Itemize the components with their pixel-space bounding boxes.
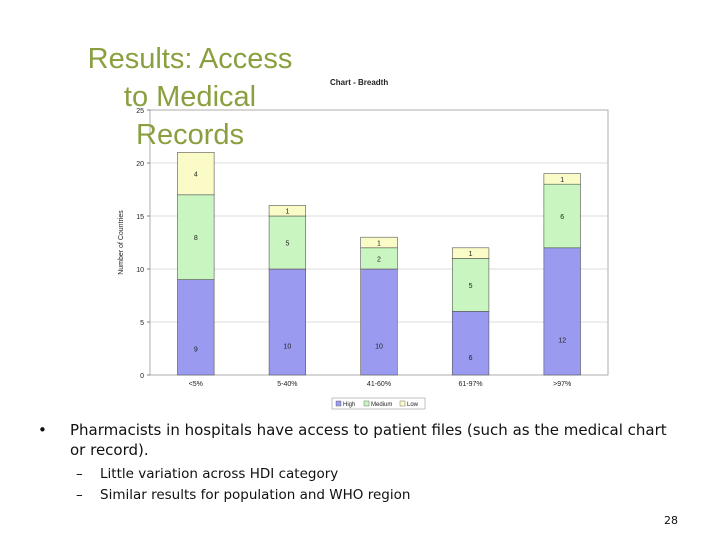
data-label: 5 — [469, 283, 473, 290]
slide-title-line-3: Records — [136, 119, 244, 151]
bar-segment — [177, 279, 215, 376]
data-label: 1 — [469, 251, 473, 258]
bullet-item: • Pharmacists in hospitals have access t… — [38, 420, 678, 460]
bar-segment — [543, 247, 581, 376]
bar-segment — [177, 152, 215, 196]
legend-label: Low — [407, 402, 419, 408]
bullet-list: • Pharmacists in hospitals have access t… — [38, 420, 678, 506]
data-label: 1 — [377, 241, 381, 248]
legend-box — [331, 397, 426, 410]
bar-segment — [360, 268, 398, 376]
x-tick-label: 41-60% — [367, 381, 391, 388]
chart-title: Chart - Breadth — [330, 78, 389, 87]
data-label: 9 — [194, 346, 198, 353]
data-label: 12 — [558, 337, 566, 344]
sub-bullet-text: Little variation across HDI category — [100, 466, 339, 482]
data-label: 8 — [194, 235, 198, 242]
legend-swatch — [363, 400, 370, 407]
y-tick-label: 25 — [136, 108, 144, 115]
bar-segment — [543, 183, 581, 249]
sub-bullet-text: Similar results for population and WHO r… — [100, 487, 411, 503]
bar-segment — [268, 205, 307, 217]
legend-label: High — [343, 402, 355, 408]
data-label: 10 — [284, 343, 292, 350]
legend-swatch — [335, 400, 342, 407]
y-tick-label: 15 — [136, 214, 144, 221]
x-tick-label: 61-97% — [459, 381, 483, 388]
slide-title: Results: Access to Medical Records — [70, 40, 310, 154]
bar-segment — [268, 268, 307, 376]
data-label: 10 — [375, 343, 383, 350]
x-tick-label: 5-40% — [277, 381, 297, 388]
data-label: 1 — [285, 209, 289, 216]
bar-segment — [360, 236, 398, 249]
bar-segment — [451, 311, 490, 376]
sub-bullet-item: – Little variation across HDI category — [38, 464, 678, 485]
bar-segment — [451, 258, 490, 312]
data-label: 6 — [469, 355, 473, 362]
bullet-text: Pharmacists in hospitals have access to … — [70, 421, 667, 459]
data-label: 1 — [560, 177, 564, 184]
legend-label: Medium — [371, 402, 392, 408]
y-tick-label: 20 — [136, 161, 144, 168]
data-label: 5 — [285, 241, 289, 248]
slide-title-line-1: Results: Access — [87, 43, 293, 75]
x-tick-label: <5% — [189, 381, 203, 388]
data-label: 6 — [560, 214, 564, 221]
y-tick-label: 5 — [140, 320, 144, 327]
sub-bullet-marker: – — [76, 466, 83, 482]
y-axis-label: Number of Countries — [118, 210, 125, 275]
x-tick-label: >97% — [553, 381, 571, 388]
sub-bullet-item: – Similar results for population and WHO… — [38, 485, 678, 506]
page-number: 28 — [664, 514, 678, 527]
slide-title-line-2: to Medical — [123, 81, 257, 113]
bar-segment — [268, 215, 307, 270]
data-label: 4 — [194, 172, 198, 179]
y-tick-label: 0 — [140, 373, 144, 380]
data-label: 2 — [377, 256, 381, 263]
bullet-marker: • — [38, 421, 47, 439]
legend-swatch — [399, 400, 406, 407]
y-tick-label: 10 — [136, 267, 144, 274]
bar-segment — [177, 194, 215, 280]
bar-segment — [451, 247, 490, 259]
sub-bullet-marker: – — [76, 487, 83, 503]
bar-segment — [543, 173, 581, 185]
